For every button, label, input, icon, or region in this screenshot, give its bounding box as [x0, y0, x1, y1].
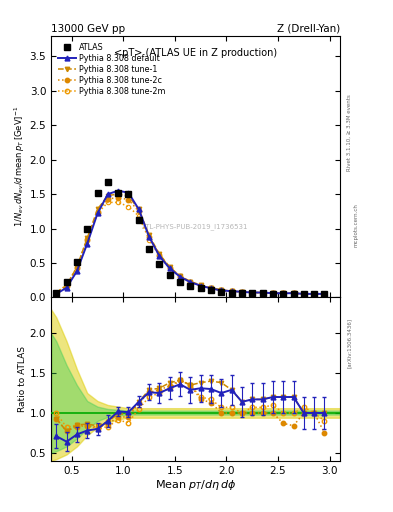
- Legend: ATLAS, Pythia 8.308 default, Pythia 8.308 tune-1, Pythia 8.308 tune-2c, Pythia 8: ATLAS, Pythia 8.308 default, Pythia 8.30…: [55, 40, 169, 99]
- Text: Z (Drell-Yan): Z (Drell-Yan): [277, 24, 340, 34]
- Text: <pT> (ATLAS UE in Z production): <pT> (ATLAS UE in Z production): [114, 48, 277, 58]
- Y-axis label: $1/N_{ev}\,dN_{ev}/d\,\mathrm{mean}\,p_T\,[\mathrm{GeV}]^{-1}$: $1/N_{ev}\,dN_{ev}/d\,\mathrm{mean}\,p_T…: [13, 106, 27, 227]
- Text: 13000 GeV pp: 13000 GeV pp: [51, 24, 125, 34]
- Text: [arXiv:1306.3436]: [arXiv:1306.3436]: [347, 318, 352, 368]
- Text: ATL-PHYS-PUB-2019_I1736531: ATL-PHYS-PUB-2019_I1736531: [142, 223, 249, 230]
- Text: mcplots.cern.ch: mcplots.cern.ch: [354, 203, 359, 247]
- X-axis label: Mean $p_T/d\eta\,d\phi$: Mean $p_T/d\eta\,d\phi$: [155, 478, 236, 493]
- Y-axis label: Ratio to ATLAS: Ratio to ATLAS: [18, 346, 27, 412]
- Text: Rivet 3.1.10, ≥ 3.3M events: Rivet 3.1.10, ≥ 3.3M events: [347, 95, 352, 172]
